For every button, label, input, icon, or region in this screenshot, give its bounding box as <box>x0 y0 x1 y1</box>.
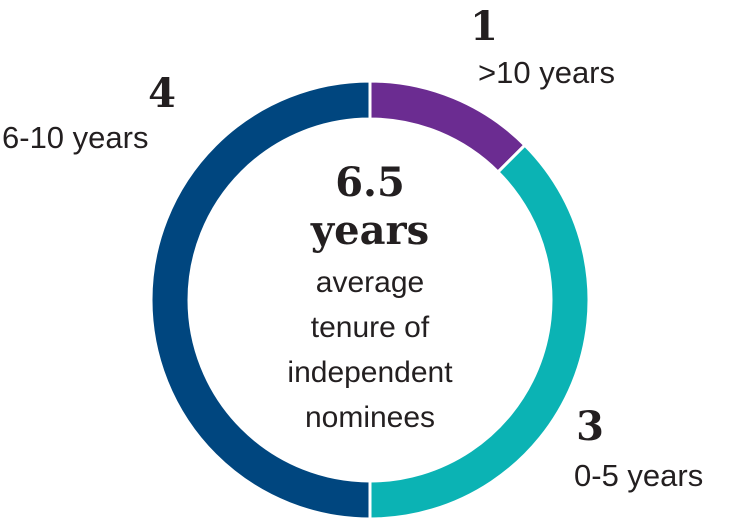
slice <box>149 79 372 521</box>
value-label: 1 <box>470 3 498 50</box>
center-line: tenure of <box>311 311 430 344</box>
value-label: 4 <box>148 70 176 117</box>
center-unit: years <box>310 207 429 254</box>
category-label: >10 years <box>478 55 615 90</box>
value-label: 3 <box>576 403 604 450</box>
category-label: 0-5 years <box>574 458 703 493</box>
center-value: 6.5 <box>335 159 405 206</box>
center-line: nominees <box>305 401 435 434</box>
center-line: independent <box>287 356 453 389</box>
slices <box>149 79 591 521</box>
category-label: 6-10 years <box>2 120 148 155</box>
center-line: average <box>316 266 424 299</box>
